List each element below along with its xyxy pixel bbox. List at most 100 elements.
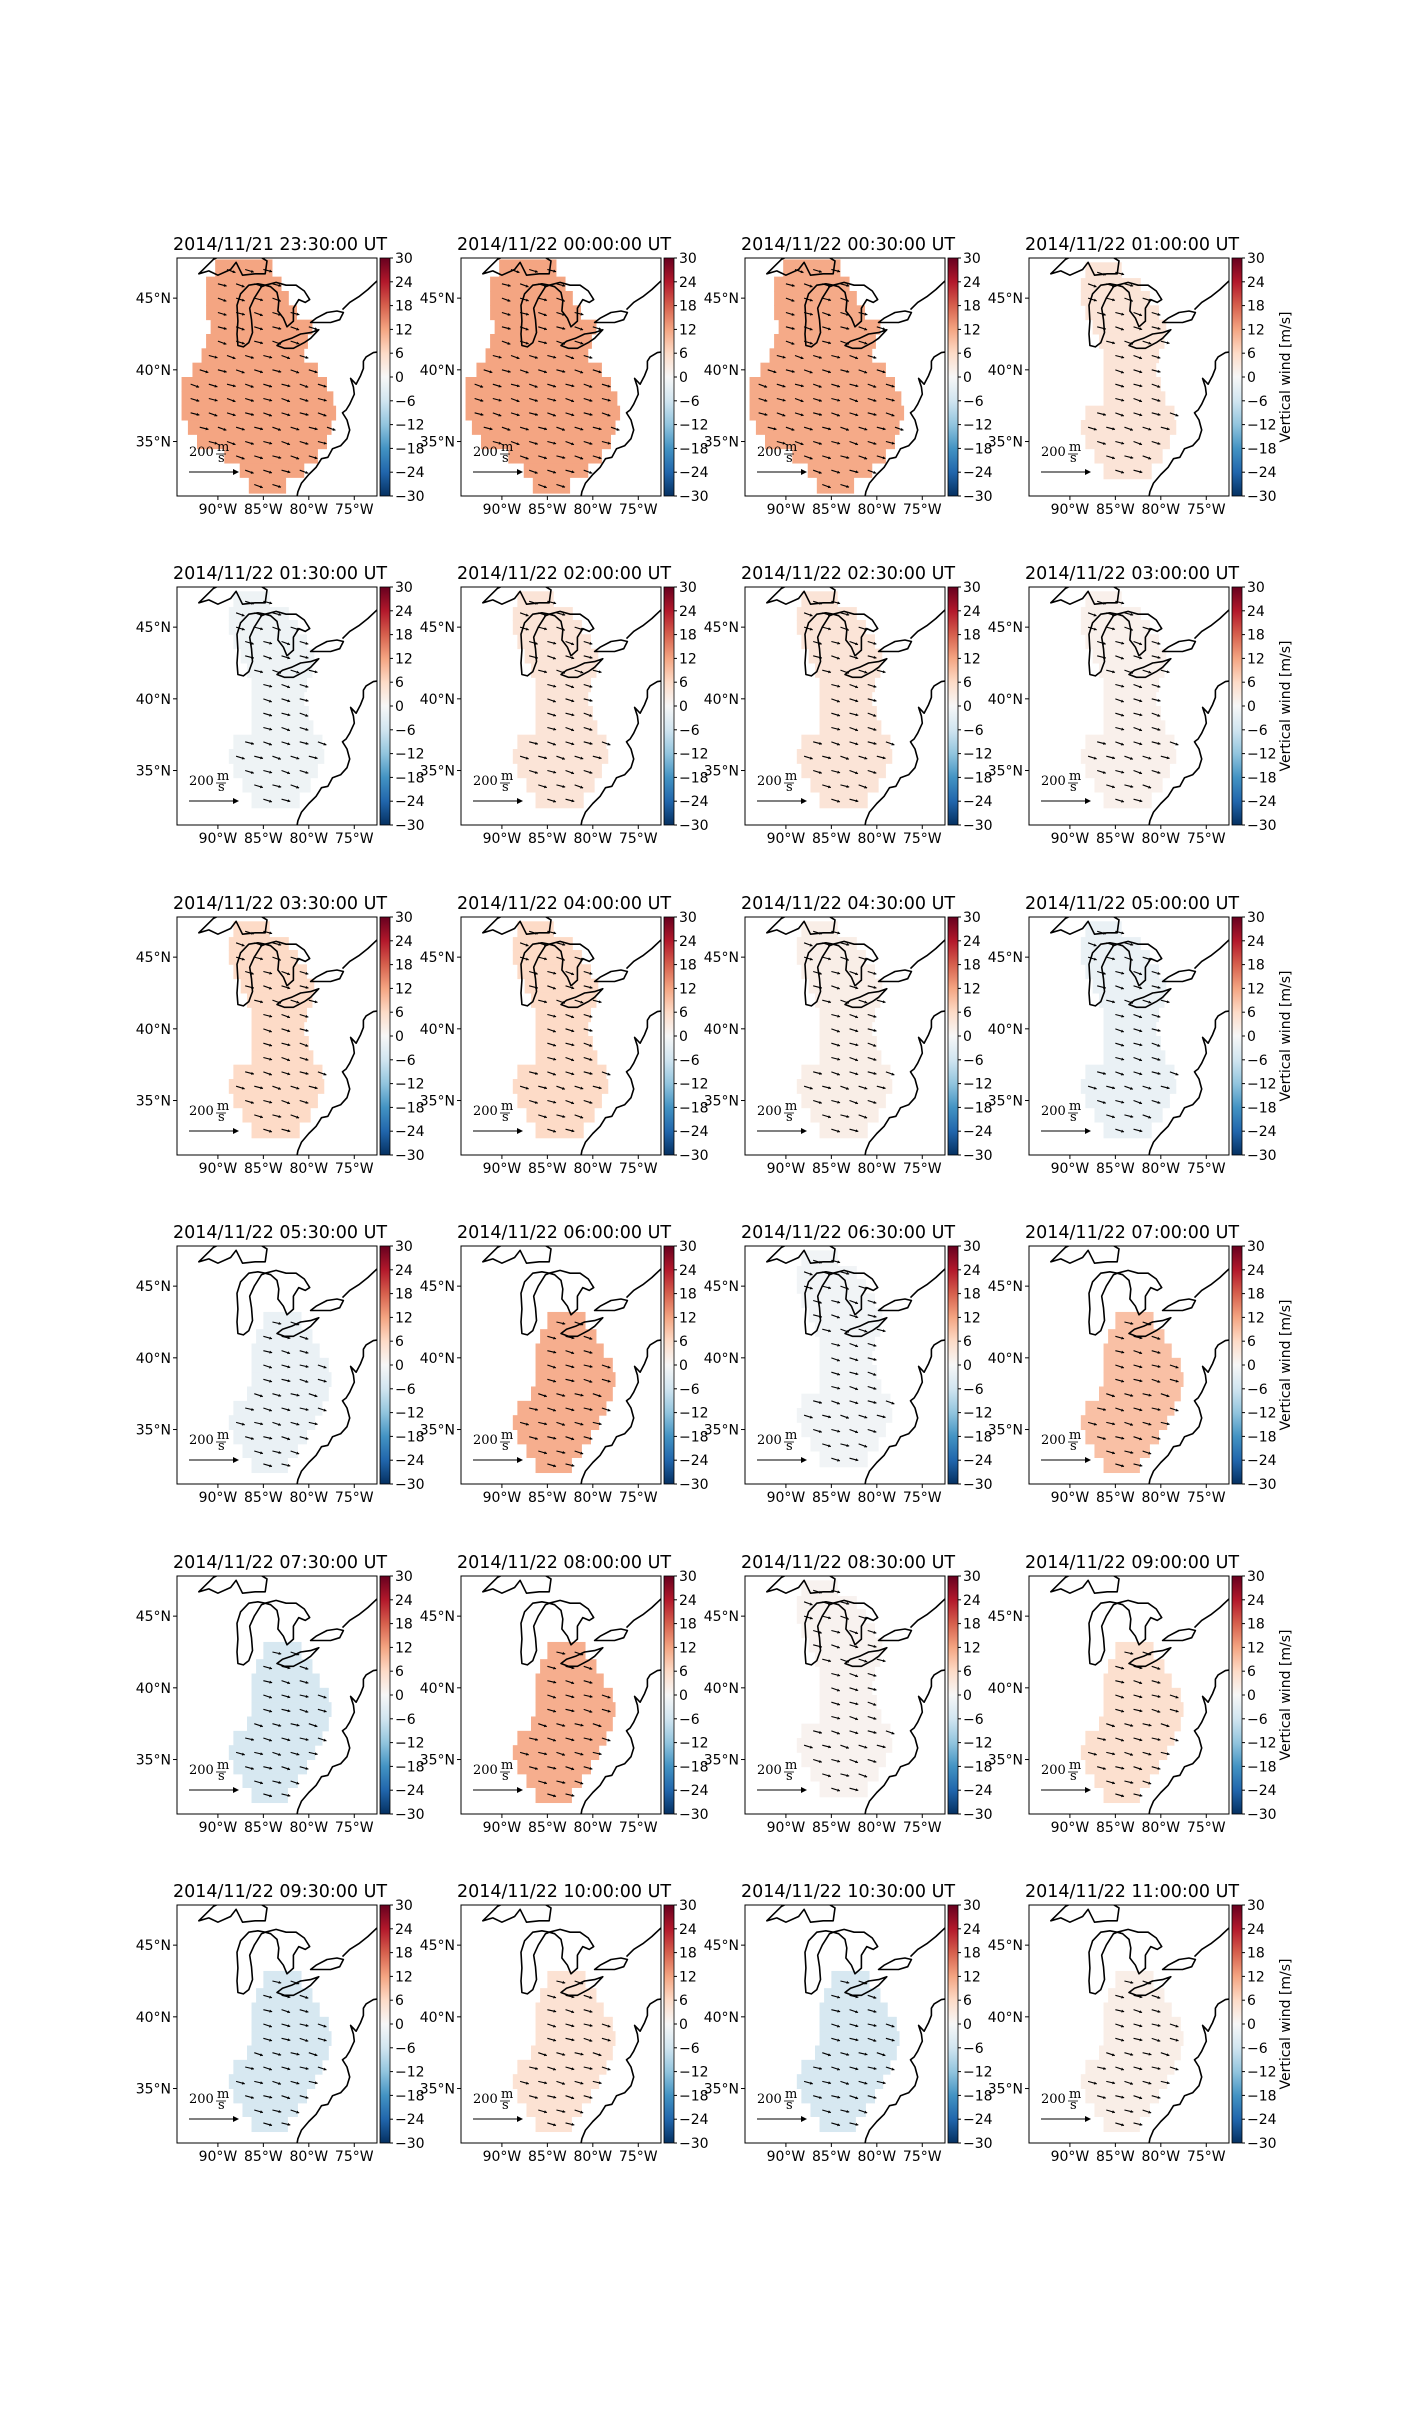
- wind-arrow-head: [1175, 2067, 1179, 2071]
- st-lawrence-river: [1193, 608, 1229, 640]
- colorbar-tick-label: 0: [963, 1688, 972, 1704]
- field-cell: [465, 405, 621, 421]
- colorbar-tick-label: 0: [679, 1688, 688, 1704]
- wind-arrow-head: [818, 441, 822, 445]
- wind-arrow-head: [589, 1407, 593, 1411]
- field-cell: [1094, 1773, 1150, 1788]
- wind-arrow-head: [845, 1616, 849, 1620]
- wind-arrow-head: [1157, 355, 1161, 359]
- wind-arrow-head: [589, 1100, 593, 1104]
- field-cell: [242, 1443, 298, 1458]
- arrow-key-value: 200: [1041, 1763, 1066, 1778]
- colorbar: [379, 586, 391, 826]
- wind-arrow-head: [1148, 1652, 1152, 1656]
- lon-tick-label: 90°W: [1051, 1490, 1090, 1506]
- panel-title: 2014/11/22 06:30:00 UT: [741, 1223, 955, 1243]
- wind-arrow-head: [828, 756, 831, 760]
- colorbar-tick-label: 6: [1247, 1664, 1256, 1680]
- wind-arrow-head: [828, 2081, 832, 2085]
- wind-arrow-head: [1139, 1995, 1143, 1999]
- wind-arrow-head: [836, 1315, 840, 1319]
- wind-arrow-head: [277, 627, 281, 631]
- wind-arrow-head: [1102, 1100, 1106, 1104]
- field-cell: [808, 978, 883, 994]
- lake-outline: [236, 1601, 266, 1666]
- wind-arrow-head: [855, 1301, 858, 1305]
- wind-vectors: [519, 1651, 611, 1798]
- wind-arrow-head: [552, 1365, 556, 1369]
- wind-arrow-head: [900, 427, 904, 431]
- wind-arrow-head: [1139, 1695, 1143, 1699]
- wind-arrow-head: [809, 756, 813, 760]
- wind-arrow-head: [598, 1422, 602, 1426]
- wind-arrow-head: [846, 2081, 849, 2085]
- wind-arrow-head: [836, 413, 840, 417]
- wind-arrow-head: [882, 1745, 886, 1749]
- wind-arrow-head: [864, 2110, 868, 2114]
- wind-arrow-head: [873, 1014, 877, 1018]
- vertical-wind-field: [228, 921, 325, 1139]
- wind-arrow-head: [223, 369, 227, 373]
- wind-arrow-head: [1120, 742, 1124, 746]
- lon-tick-label: 90°W: [767, 502, 806, 518]
- colorbar-tick-label: 24: [963, 1593, 981, 1609]
- wind-arrow-head: [1157, 684, 1161, 688]
- wind-arrow-head: [571, 1738, 575, 1742]
- wind-arrow-head: [561, 427, 565, 431]
- wind-arrow-head: [1102, 1766, 1106, 1770]
- wind-arrow-head: [1148, 1115, 1152, 1119]
- wind-arrow-head: [846, 1271, 850, 1275]
- wind-arrow-head: [544, 1422, 548, 1426]
- wind-arrow-head: [1121, 1680, 1125, 1684]
- wind-arrow-head: [314, 427, 318, 431]
- colorbar-tick-label: −12: [963, 2065, 993, 2081]
- field-cell: [1103, 377, 1161, 392]
- wind-arrow-head: [809, 341, 813, 345]
- wind-arrow-head: [571, 470, 575, 474]
- vertical-wind-field: [228, 1641, 332, 1804]
- wind-arrow-head: [1148, 1781, 1152, 1785]
- lon-tick-label: 90°W: [767, 2149, 806, 2165]
- wind-arrow-head: [837, 355, 841, 359]
- arrow-key-value: 200: [189, 1763, 214, 1778]
- colorbar-tick-label: 12: [679, 1969, 697, 1985]
- st-lawrence-river: [909, 608, 945, 640]
- colorbar-tick-label: −30: [679, 1477, 709, 1493]
- wind-arrow-head: [552, 2067, 556, 2071]
- wind-arrow-head: [873, 1702, 877, 1706]
- wind-arrow-head: [882, 456, 886, 460]
- colorbar-tick-label: −6: [679, 1053, 700, 1069]
- wind-arrow-head: [580, 1086, 584, 1090]
- wind-arrow-head: [837, 2123, 841, 2127]
- field-cell: [1103, 2031, 1184, 2047]
- colorbar: [947, 1575, 959, 1815]
- arrow-key-value: 200: [1041, 1104, 1066, 1119]
- arrow-key-value: 200: [473, 774, 498, 789]
- wind-arrow-head: [1139, 685, 1142, 689]
- wind-arrow-head: [1157, 770, 1161, 774]
- st-lawrence-river: [625, 279, 661, 311]
- colorbar-tick-label: −24: [963, 794, 993, 810]
- wind-arrow-head: [845, 627, 849, 631]
- wind-arrow-head: [1130, 283, 1134, 287]
- wind-arrow-head: [837, 799, 840, 803]
- colorbar-tick-label: −12: [963, 1736, 993, 1752]
- colorbar-tick-label: 30: [963, 580, 981, 596]
- colorbar: [379, 916, 391, 1156]
- wind-arrow-head: [864, 1745, 868, 1749]
- wind-arrow-head: [873, 698, 877, 702]
- wind-arrow-head: [809, 627, 813, 631]
- wind-arrow-head: [580, 1000, 584, 1004]
- svg-text:s: s: [786, 780, 793, 795]
- axes-frame: [460, 1575, 662, 1815]
- wind-arrow-head: [598, 327, 602, 331]
- field-cell: [810, 1766, 879, 1782]
- field-cell: [801, 1422, 886, 1438]
- colorbar-tick-label: 0: [1247, 370, 1256, 386]
- wind-arrow-head: [1130, 784, 1134, 788]
- panel-title: 2014/11/22 01:30:00 UT: [173, 564, 387, 584]
- colorbar-tick-label: −6: [1247, 723, 1268, 739]
- wind-arrow-head: [269, 441, 273, 445]
